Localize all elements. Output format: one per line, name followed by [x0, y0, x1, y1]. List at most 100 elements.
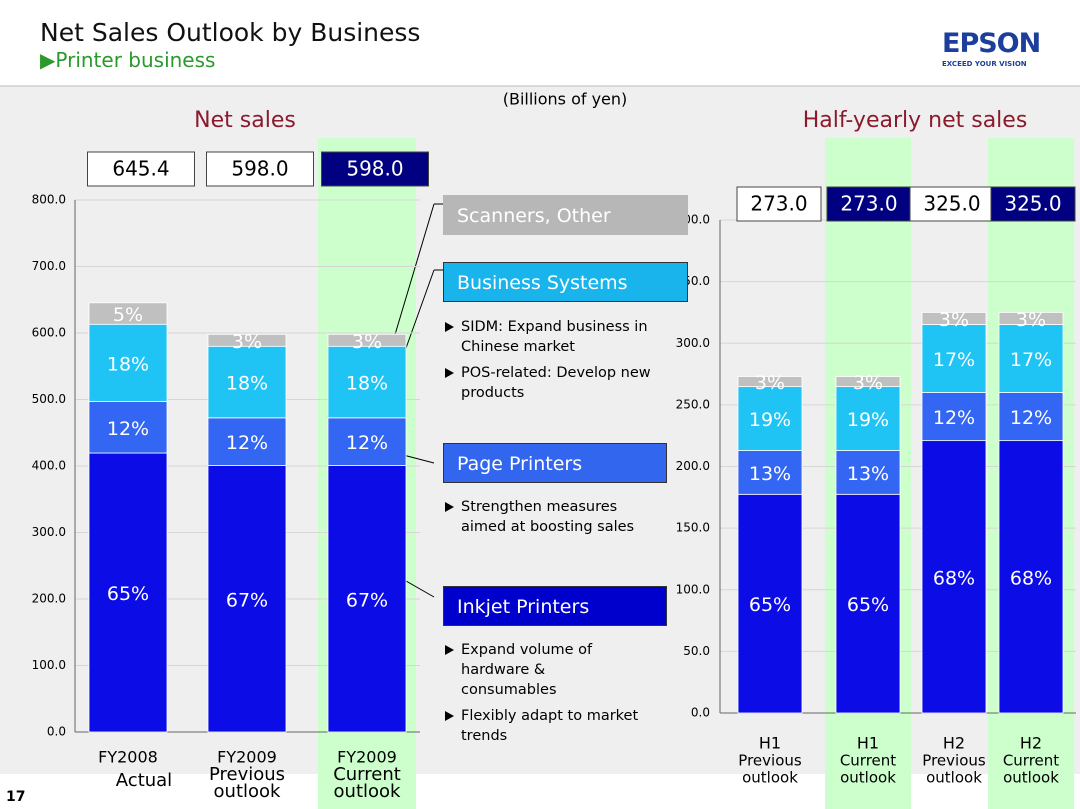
total-label: 273.0 — [750, 192, 807, 216]
y-tick-label: 500.0 — [32, 392, 66, 406]
x-tick-label: H2 — [943, 734, 965, 753]
x-tick-label: H1 — [857, 734, 879, 753]
total-label: 273.0 — [840, 192, 897, 216]
legend-box: Inkjet Printers — [443, 586, 667, 626]
bar-segment — [88, 323, 168, 402]
x-tick-label: FY2008 — [98, 748, 158, 767]
bar-segment — [737, 450, 803, 495]
y-tick-label: 300.0 — [32, 525, 66, 539]
x-tick-label: outlook — [742, 769, 798, 787]
x-tick-label: outlook — [1003, 769, 1059, 787]
notes: Strengthen measures aimed at boosting sa… — [443, 497, 643, 543]
segment-label: 12% — [1010, 407, 1052, 429]
bar-segment — [88, 401, 168, 454]
bar-segment — [327, 465, 407, 733]
logo-tagline: EXCEED YOUR VISION — [942, 60, 1027, 68]
y-tick-label: 100.0 — [676, 582, 710, 596]
bar-segment — [835, 450, 901, 495]
x-tick-label: outlook — [926, 769, 982, 787]
segment-label: 12% — [933, 407, 975, 429]
y-tick-label: 250.0 — [676, 397, 710, 411]
x-tick-label: FY2009 — [217, 748, 277, 767]
segment-label: 68% — [933, 567, 975, 589]
bar-segment — [835, 376, 901, 388]
bar-segment — [998, 440, 1064, 714]
slide-title: Net Sales Outlook by Business — [40, 18, 421, 47]
notes: SIDM: Expand business in Chinese market P… — [443, 317, 693, 409]
leader-line — [393, 203, 435, 339]
y-tick-label: 100.0 — [32, 658, 66, 672]
total-box — [909, 186, 995, 222]
segment-label: 67% — [346, 589, 388, 611]
x-tick-label: Previous — [738, 752, 802, 770]
x-tick-label: Current — [840, 752, 896, 770]
segment-label: 3% — [352, 331, 382, 353]
total-label: 598.0 — [346, 157, 403, 181]
page-number: 17 — [6, 789, 25, 805]
y-tick-label: 400.0 — [32, 459, 66, 473]
legend-box: Page Printers — [443, 443, 667, 483]
x-tick-label: outlook — [840, 769, 896, 787]
segment-label: 67% — [226, 589, 268, 611]
x-tick-label: Current — [333, 764, 401, 785]
bar-segment — [998, 312, 1064, 325]
x-tick-label: Previous — [922, 752, 986, 770]
bar-segment — [921, 324, 987, 393]
segment-label: 3% — [755, 372, 785, 394]
segment-label: 18% — [346, 373, 388, 395]
bar-segment — [737, 493, 803, 714]
bar-segment — [737, 386, 803, 451]
segment-label: 5% — [113, 304, 143, 326]
segment-label: 12% — [226, 432, 268, 454]
segment-label: 65% — [749, 594, 791, 616]
total-box — [321, 151, 429, 187]
segment-label: 65% — [847, 594, 889, 616]
y-tick-label: 50.0 — [683, 644, 710, 658]
bar-segment — [327, 333, 407, 347]
y-tick-label: 800.0 — [32, 193, 66, 207]
note: Flexibly adapt to market trends — [443, 706, 643, 746]
segment-label: 13% — [749, 463, 791, 485]
y-tick-label: 200.0 — [676, 459, 710, 473]
bar-segment — [207, 345, 287, 419]
x-tick-label: H2 — [1020, 734, 1042, 753]
chart-title: Net sales — [194, 108, 296, 133]
total-box — [990, 186, 1076, 222]
note: POS-related: Develop new products — [443, 363, 693, 403]
bar-segment — [921, 440, 987, 714]
x-tick-label: outlook — [214, 781, 282, 802]
segment-label: 65% — [107, 583, 149, 605]
bar-segment — [835, 493, 901, 714]
x-tick-label: FY2009 — [337, 748, 397, 767]
bar-segment — [207, 333, 287, 347]
y-tick-label: 0.0 — [691, 706, 710, 720]
bar-segment — [998, 392, 1064, 442]
bar-segment — [998, 324, 1064, 393]
segment-label: 18% — [226, 373, 268, 395]
total-box — [826, 186, 912, 222]
bar-segment — [921, 312, 987, 325]
y-tick-label: 200.0 — [32, 592, 66, 606]
x-tick-label: Actual — [116, 770, 172, 791]
total-label: 325.0 — [1004, 192, 1061, 216]
segment-label: 13% — [847, 463, 889, 485]
y-tick-label: 0.0 — [47, 725, 66, 739]
note: Strengthen measures aimed at boosting sa… — [443, 497, 643, 537]
note: SIDM: Expand business in Chinese market — [443, 317, 693, 357]
bar-segment — [327, 345, 407, 419]
segment-label: 12% — [346, 432, 388, 454]
legend-box: Business Systems — [443, 262, 688, 302]
segment-label: 3% — [853, 372, 883, 394]
x-tick-label: H1 — [759, 734, 781, 753]
total-box — [736, 186, 822, 222]
segment-label: 18% — [107, 353, 149, 375]
logo: EPSON — [942, 28, 1041, 59]
x-tick-label: Current — [1003, 752, 1059, 770]
y-tick-label: 700.0 — [32, 259, 66, 273]
segment-label: 12% — [107, 418, 149, 440]
y-tick-label: 600.0 — [32, 326, 66, 340]
bar-segment — [88, 302, 168, 325]
notes: Expand volume of hardware & consumables F… — [443, 640, 643, 752]
bar-segment — [327, 417, 407, 466]
